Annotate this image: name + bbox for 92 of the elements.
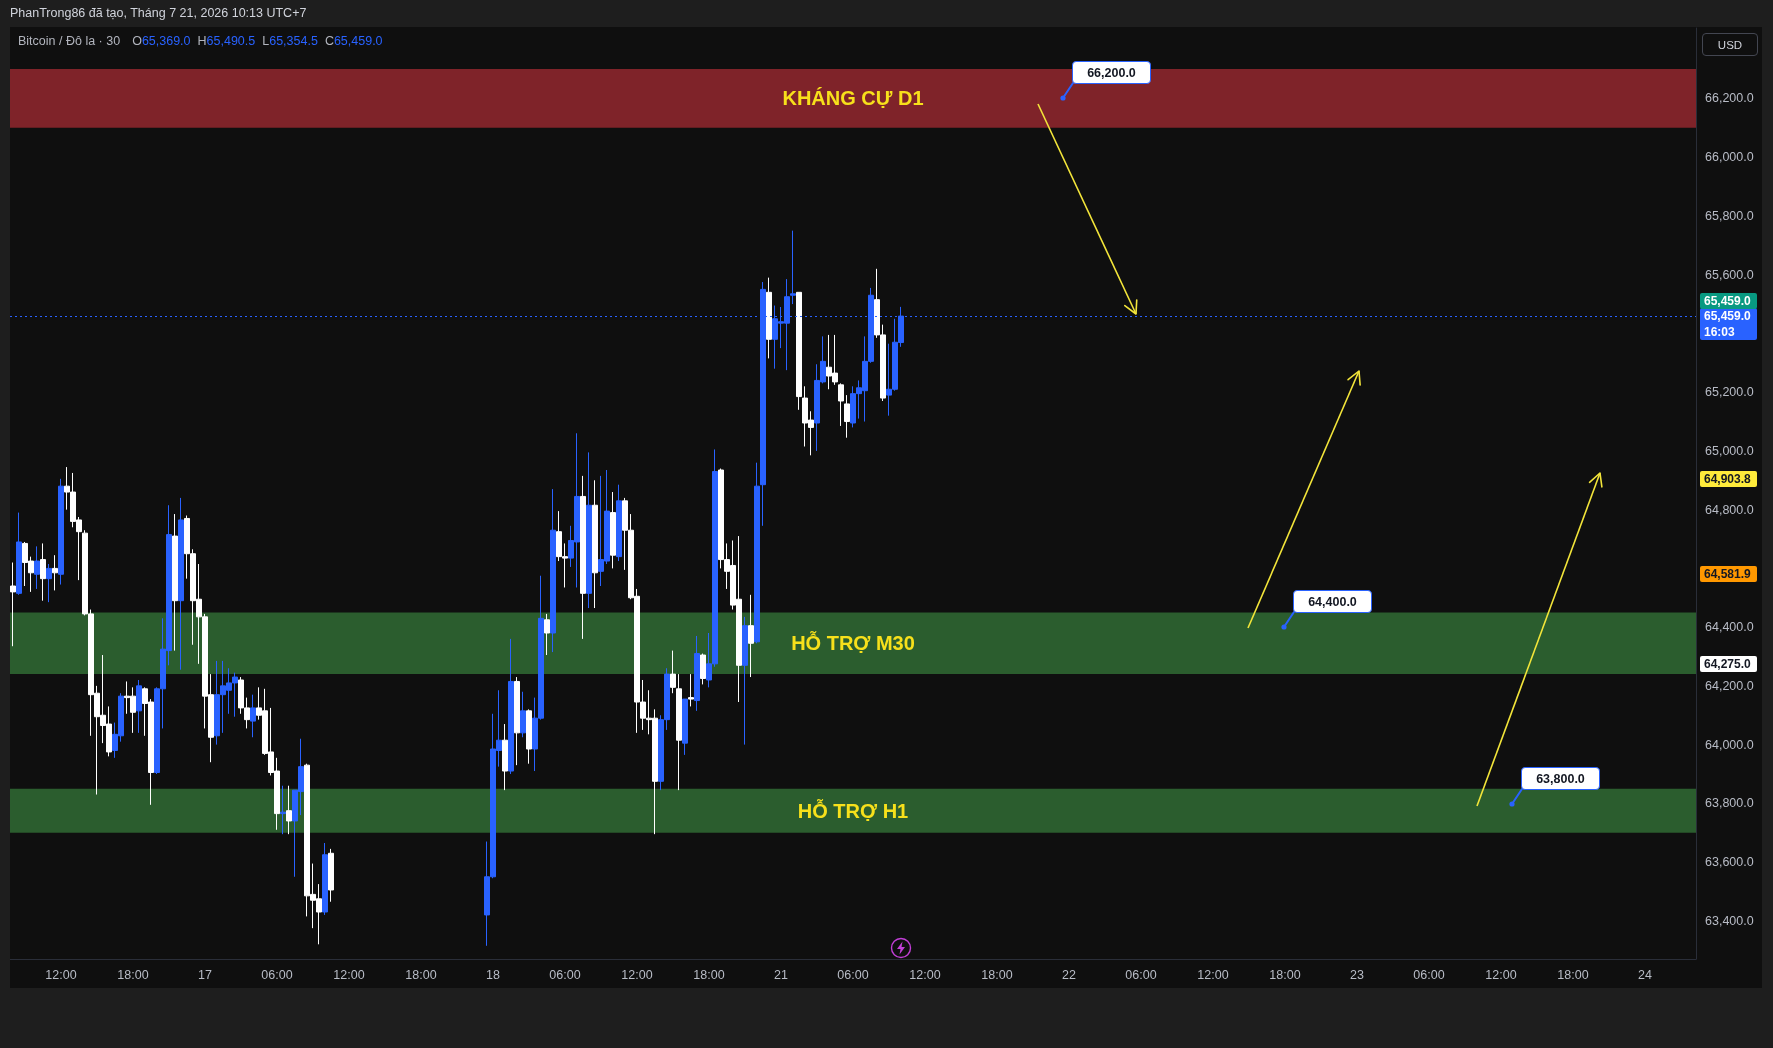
candlestick — [544, 613, 550, 656]
candlestick — [136, 679, 142, 734]
text: 64,581.9 — [1700, 566, 1757, 582]
y-tick-label: 64,200.0 — [1705, 678, 1754, 693]
x-tick-label: 23 — [1350, 967, 1364, 982]
candlestick — [580, 475, 586, 640]
y-tick-label: 64,400.0 — [1705, 620, 1754, 635]
y-tick-label: 64,800.0 — [1705, 502, 1754, 517]
candlestick — [526, 708, 532, 765]
band-label: KHÁNG CỰ D1 — [782, 87, 924, 110]
candlestick — [838, 382, 844, 427]
x-tick-label: 18 — [486, 967, 500, 982]
candlestick — [280, 785, 286, 835]
candlestick — [10, 562, 16, 647]
candlestick — [250, 694, 256, 738]
candlestick — [610, 491, 616, 569]
x-tick-label: 18:00 — [117, 967, 149, 982]
candlestick — [40, 542, 46, 602]
y-tick-label: 65,800.0 — [1705, 208, 1754, 223]
band-label: HỖ TRỢ M30 — [791, 631, 915, 655]
x-tick-label: 18:00 — [1557, 967, 1589, 982]
x-tick-label: 06:00 — [1413, 967, 1445, 982]
candlestick — [844, 394, 850, 439]
x-tick-label: 12:00 — [45, 967, 77, 982]
candlestick — [508, 638, 514, 775]
y-tick-label: 63,800.0 — [1705, 796, 1754, 811]
candlestick — [34, 545, 40, 590]
text: 65,459.0 — [1700, 293, 1757, 309]
x-tick-label: 12:00 — [1485, 967, 1517, 982]
candlestick — [676, 673, 682, 791]
candlestick — [172, 513, 178, 652]
candlestick — [682, 698, 688, 756]
y-tick-label: 65,600.0 — [1705, 267, 1754, 282]
x-tick-label: 21 — [774, 967, 788, 982]
y-axis-title: USD — [1702, 33, 1758, 56]
candlestick — [592, 479, 598, 609]
candlestick — [520, 691, 526, 738]
candlestick — [670, 650, 676, 694]
x-tick-label: 06:00 — [837, 967, 869, 982]
x-tick-label: 06:00 — [1125, 967, 1157, 982]
candlestick — [328, 848, 334, 903]
x-tick-label: 12:00 — [333, 967, 365, 982]
text: 64,275.0 — [1700, 656, 1757, 672]
y-tick-label: 63,400.0 — [1705, 913, 1754, 928]
candlestick — [754, 462, 760, 644]
x-tick-label: 12:00 — [1197, 967, 1229, 982]
x-tick-label: 06:00 — [549, 967, 581, 982]
candlestick — [286, 785, 292, 835]
annotation: 64,400.0 — [1293, 590, 1372, 613]
text: 64,903.8 — [1700, 471, 1757, 487]
ref-line-label: 65,459.0 16:03 — [1704, 309, 1752, 340]
y-tick-label: 66,000.0 — [1705, 150, 1754, 165]
x-tick-label: 12:00 — [621, 967, 653, 982]
y-tick-label: 64,000.0 — [1705, 737, 1754, 752]
x-tick-label: 18:00 — [693, 967, 725, 982]
x-tick-label: 18:00 — [405, 967, 437, 982]
candlestick — [700, 653, 706, 685]
candlestick — [790, 230, 796, 305]
candlestick — [502, 723, 508, 791]
text: Bitcoin / Đô la · 30 — [18, 34, 121, 48]
candlestick — [58, 478, 64, 586]
y-tick-label: 66,200.0 — [1705, 91, 1754, 106]
candlestick — [16, 512, 22, 596]
candlestick — [46, 563, 52, 603]
y-tick-label: 63,600.0 — [1705, 855, 1754, 870]
x-tick-label: 06:00 — [261, 967, 293, 982]
x-tick-label: 24 — [1638, 967, 1652, 982]
x-tick-label: 18:00 — [1269, 967, 1301, 982]
x-tick-label: 18:00 — [981, 967, 1013, 982]
candlestick — [52, 554, 58, 591]
candlestick — [742, 616, 748, 746]
y-tick-label: 65,200.0 — [1705, 385, 1754, 400]
candlestick — [766, 277, 772, 359]
candlestick — [514, 676, 520, 766]
candlestick — [178, 497, 184, 671]
candlestick — [616, 484, 622, 562]
candlestick — [688, 673, 694, 707]
candlestick — [694, 635, 700, 712]
annotation: 63,800.0 — [1521, 767, 1600, 790]
candlestick — [322, 842, 328, 916]
text: PhanTrong86 đã tạo, Tháng 7 21, 2026 10:13 UTC+7 — [10, 6, 307, 20]
candlestick — [586, 451, 592, 609]
x-tick-label: 12:00 — [909, 967, 941, 982]
candlestick — [796, 291, 802, 411]
candlestick — [748, 594, 754, 678]
candlestick — [550, 488, 556, 653]
text: O65,369.0 H65,490.5 L65,354.5 C65,459.0 — [132, 34, 383, 48]
annotation: 66,200.0 — [1072, 61, 1151, 84]
x-tick-label: 22 — [1062, 967, 1076, 982]
band-label: HỖ TRỢ H1 — [797, 798, 909, 822]
x-tick-label: 17 — [198, 967, 212, 982]
y-tick-label: 65,000.0 — [1705, 443, 1754, 458]
